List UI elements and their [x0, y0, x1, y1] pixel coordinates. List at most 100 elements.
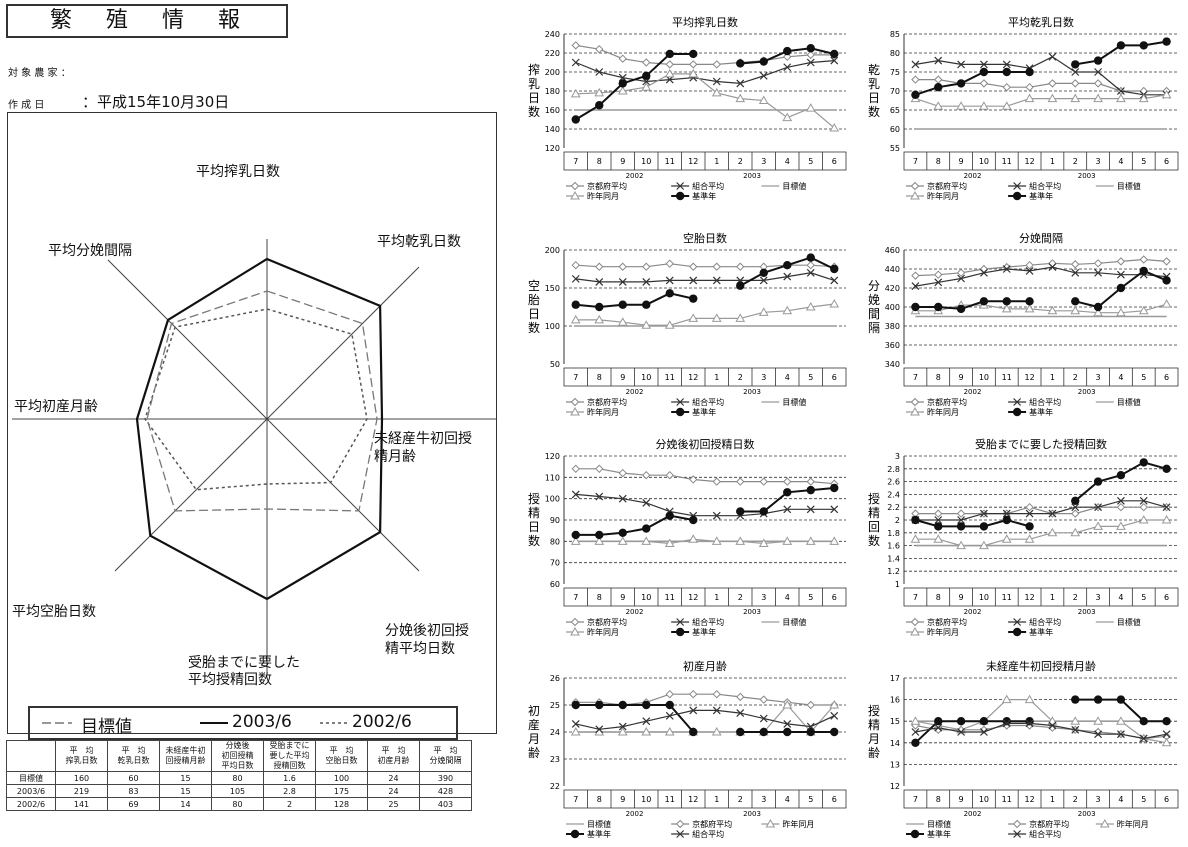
chart-point [665, 700, 674, 710]
x-tick-label: 5 [1141, 593, 1146, 602]
x-tick-label: 11 [1002, 157, 1012, 166]
chart-point [571, 700, 580, 710]
chart-title: 初産月齢 [683, 659, 727, 673]
y-tick-label: 70 [890, 87, 900, 96]
year-label: 2003 [743, 608, 761, 616]
table-cell: 175 [315, 784, 368, 798]
series-昨年同月 [570, 298, 840, 329]
chart-point [1002, 509, 1011, 518]
x-tick-label: 6 [832, 593, 837, 602]
chart-point [806, 58, 815, 67]
year-label: 2002 [964, 388, 982, 396]
chart-point [934, 75, 943, 84]
chart-point [712, 60, 721, 69]
chart-point [1116, 283, 1126, 293]
chart-point [571, 115, 580, 124]
legend-2002-label: 2002/6 [352, 712, 412, 732]
radar-label-heifer-age-1: 未経産牛初回授 [374, 431, 472, 447]
chart-point [595, 68, 604, 76]
table-cell: 60 [107, 771, 160, 785]
chart-point [595, 464, 604, 474]
x-tick-label: 10 [641, 373, 651, 382]
x-tick-label: 6 [1164, 795, 1169, 804]
legend-label: 基準年 [1029, 191, 1053, 201]
chart-point [1093, 695, 1103, 704]
chart-point [806, 700, 815, 710]
series-line [575, 704, 835, 733]
chart-point [595, 262, 604, 271]
chart-point [979, 268, 988, 277]
y-tick-label: 80 [550, 537, 560, 546]
chart-point [736, 709, 745, 718]
y-axis-label: 授精日数 [528, 491, 540, 548]
chart-point [689, 706, 698, 715]
x-tick-label: 9 [959, 373, 964, 382]
chart-point [1116, 257, 1126, 266]
series-組合平均 [911, 52, 1171, 99]
chart-point [934, 270, 943, 279]
chart-point [1002, 515, 1011, 525]
chart-point [758, 95, 769, 104]
chart-title: 平均乾乳日数 [1008, 16, 1074, 29]
x-tick-label: 4 [1118, 593, 1123, 602]
chart-point [676, 618, 685, 626]
chart-point [830, 56, 839, 65]
chart-point [782, 305, 793, 315]
chart-point [594, 536, 605, 545]
x-tick-label: 8 [936, 157, 941, 166]
legend-label: 目標値 [1117, 397, 1141, 407]
y-tick-label: 1.2 [887, 567, 900, 576]
radar-legend [28, 706, 458, 740]
chart-point [830, 483, 839, 493]
radar-label-services-1: 受胎までに要した [188, 655, 300, 671]
chart-point [688, 313, 699, 322]
legend-label: 京都府平均 [927, 617, 967, 627]
chart-point [1116, 695, 1126, 704]
chart-point [689, 294, 698, 303]
chart-point [911, 515, 920, 525]
chart-point [689, 262, 698, 271]
x-tick-label: 12 [688, 373, 698, 382]
chart-point [1162, 717, 1171, 726]
legend-label: 基準年 [587, 829, 611, 839]
x-tick-label: 3 [761, 795, 766, 804]
radar-chart [12, 239, 497, 674]
chart-point [759, 727, 768, 737]
table-cell: 141 [55, 797, 108, 811]
chart-point [829, 123, 840, 132]
chart-point [1093, 259, 1103, 268]
y-axis-label: 授精回数 [868, 491, 880, 548]
chart-point [758, 307, 769, 316]
x-tick-label: 11 [1002, 373, 1012, 382]
x-tick-label: 1 [714, 373, 719, 382]
chart-point [736, 477, 745, 486]
chart-point [979, 717, 989, 726]
chart-point [642, 277, 651, 286]
y-tick-label: 80 [890, 49, 900, 58]
series-京都府平均 [911, 255, 1171, 280]
chart-point [956, 522, 966, 531]
chart-point [570, 536, 581, 545]
chart-point [1162, 257, 1171, 266]
year-label: 2002 [626, 172, 644, 180]
y-tick-label: 220 [545, 49, 560, 58]
chart-point [641, 82, 652, 91]
chart-point [1047, 93, 1058, 103]
chart-point [689, 727, 698, 737]
y-axis-label: 搾乳日数 [528, 62, 540, 119]
series-組合平均 [571, 490, 839, 520]
x-tick-label: 7 [913, 795, 918, 804]
chart-point [956, 717, 966, 726]
year-label: 2003 [1078, 608, 1096, 616]
legend-label: 目標値 [782, 397, 806, 407]
y-tick-label: 340 [885, 360, 900, 369]
year-label: 2003 [1078, 172, 1096, 180]
series-line [915, 266, 1167, 287]
y-tick-label: 240 [545, 30, 560, 39]
series-line [915, 722, 1167, 740]
legend-label: 組合平均 [1029, 181, 1061, 191]
